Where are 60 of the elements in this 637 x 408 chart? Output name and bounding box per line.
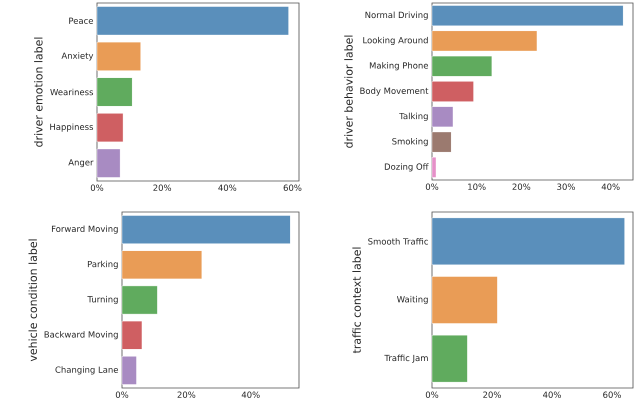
x-tick-label: 10%	[468, 184, 486, 190]
bar	[432, 157, 436, 178]
bar	[432, 56, 492, 77]
y-tick-label: Weariness	[50, 88, 94, 96]
x-tick-label: 20%	[483, 392, 501, 398]
bar	[122, 250, 202, 280]
bar	[96, 6, 289, 36]
y-tick-label: Anxiety	[61, 52, 94, 60]
y-tick-label: Normal Driving	[366, 12, 428, 20]
x-tick-label: 20%	[512, 184, 530, 190]
y-axis-title: driver emotion label	[34, 38, 43, 147]
y-tick-label: Smoking	[392, 138, 428, 146]
bar	[432, 218, 625, 266]
x-tick-label: 40%	[602, 184, 620, 190]
x-tick-label: 60%	[284, 184, 302, 191]
x-tick-label: 60%	[603, 392, 621, 398]
bar	[96, 78, 132, 106]
y-axis-title: driver behavior label	[344, 36, 353, 148]
bar	[432, 132, 452, 152]
bar	[432, 81, 474, 102]
bar	[432, 5, 624, 26]
bar	[122, 320, 142, 350]
y-tick-label: Anger	[68, 159, 94, 168]
y-tick-label: Peace	[69, 18, 94, 24]
y-tick-label: Body Movement	[360, 87, 428, 96]
bar	[122, 356, 137, 385]
y-tick-label: Parking	[88, 260, 118, 269]
y-tick-label: Looking Around	[363, 36, 428, 46]
bar	[432, 106, 454, 128]
bar	[96, 42, 141, 71]
bar	[432, 335, 468, 382]
y-axis-title: traffic context label	[352, 248, 361, 354]
x-tick-label: 40%	[543, 392, 561, 398]
y-axis-title: vehicle condition label	[28, 239, 37, 362]
y-tick-label: Happiness	[50, 123, 94, 132]
bar	[96, 148, 120, 178]
bar	[122, 286, 158, 314]
x-tick-label: 30%	[557, 184, 575, 190]
x-tick-label: 0%	[90, 184, 104, 191]
y-tick-label: Making Phone	[370, 62, 428, 70]
y-tick-label: Forward Moving	[52, 226, 118, 234]
x-tick-label: 0%	[116, 392, 128, 398]
x-tick-label: 0%	[426, 184, 438, 190]
bar	[122, 215, 291, 244]
y-tick-label: Smooth Traffic	[368, 238, 428, 245]
y-tick-label: Waiting	[396, 296, 428, 304]
bar	[432, 30, 538, 52]
x-tick-label: 40%	[218, 184, 236, 191]
y-tick-label: Changing Lane	[55, 366, 118, 375]
y-tick-label: Turning	[87, 296, 118, 304]
bar	[96, 113, 124, 142]
bar	[432, 276, 498, 324]
x-tick-label: 40%	[242, 392, 260, 398]
y-tick-label: Backward Moving	[44, 331, 118, 340]
y-tick-label: Traffic Jam	[384, 354, 428, 363]
x-tick-label: 0%	[426, 392, 438, 398]
x-tick-label: 20%	[178, 392, 196, 398]
y-tick-label: Dozing Off	[384, 163, 429, 172]
x-tick-label: 20%	[153, 184, 172, 191]
y-tick-label: Talking	[399, 112, 428, 121]
